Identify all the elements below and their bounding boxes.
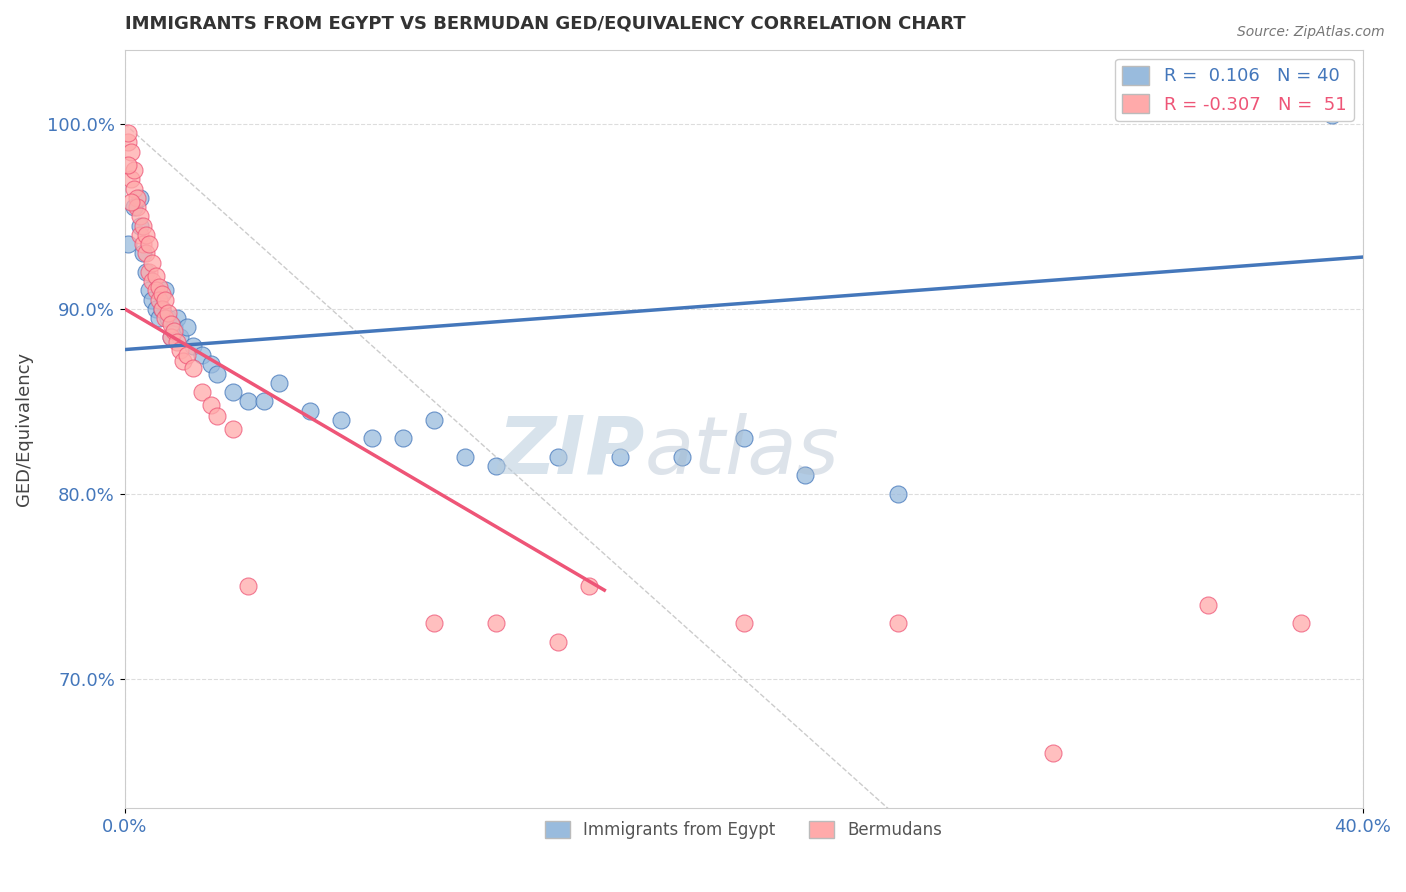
Point [160, 329, 183, 343]
Point [547, 635, 569, 649]
Point [163, 320, 186, 334]
Text: Source: ZipAtlas.com: Source: ZipAtlas.com [1237, 25, 1385, 39]
Point [163, 324, 186, 338]
Point [150, 287, 173, 301]
Point [138, 284, 160, 298]
Point [122, 181, 145, 195]
Y-axis label: GED/Equivalency: GED/Equivalency [15, 352, 32, 506]
Point [120, 145, 142, 159]
Point [454, 450, 477, 464]
Point [117, 136, 139, 150]
Point [1289, 616, 1312, 631]
Point [145, 268, 167, 283]
Legend: Immigrants from Egypt, Bermudans: Immigrants from Egypt, Bermudans [538, 814, 949, 846]
Point [392, 431, 415, 445]
Point [132, 237, 155, 252]
Point [733, 431, 755, 445]
Point [156, 305, 179, 319]
Point [172, 353, 194, 368]
Point [122, 163, 145, 178]
Text: IMMIGRANTS FROM EGYPT VS BERMUDAN GED/EQUIVALENCY CORRELATION CHART: IMMIGRANTS FROM EGYPT VS BERMUDAN GED/EQ… [125, 15, 966, 33]
Point [122, 200, 145, 214]
Point [609, 450, 631, 464]
Point [200, 357, 222, 371]
Point [547, 450, 569, 464]
Point [423, 413, 446, 427]
Point [141, 255, 163, 269]
Point [485, 459, 508, 474]
Point [423, 616, 446, 631]
Point [153, 293, 176, 307]
Point [733, 616, 755, 631]
Point [156, 311, 179, 326]
Point [1320, 107, 1343, 121]
Point [145, 284, 167, 298]
Point [125, 191, 148, 205]
Point [181, 339, 204, 353]
Point [1197, 598, 1219, 612]
Point [269, 376, 291, 390]
Point [141, 293, 163, 307]
Point [129, 219, 152, 233]
Point [794, 468, 817, 483]
Point [222, 422, 245, 436]
Point [125, 200, 148, 214]
Point [135, 246, 157, 260]
Point [299, 403, 322, 417]
Point [160, 317, 183, 331]
Point [117, 157, 139, 171]
Point [117, 126, 139, 140]
Point [578, 579, 600, 593]
Point [253, 394, 276, 409]
Point [200, 398, 222, 412]
Text: ZIP: ZIP [498, 413, 644, 491]
Point [207, 409, 229, 424]
Point [181, 361, 204, 376]
Point [129, 227, 152, 242]
Point [169, 329, 191, 343]
Point [135, 265, 157, 279]
Point [166, 311, 188, 326]
Point [141, 274, 163, 288]
Point [135, 227, 157, 242]
Point [191, 348, 214, 362]
Text: atlas: atlas [644, 413, 839, 491]
Point [191, 385, 214, 400]
Point [117, 237, 139, 252]
Point [132, 246, 155, 260]
Point [222, 385, 245, 400]
Point [361, 431, 384, 445]
Point [145, 301, 167, 316]
Point [887, 616, 910, 631]
Point [238, 394, 260, 409]
Point [132, 219, 155, 233]
Point [238, 579, 260, 593]
Point [169, 343, 191, 357]
Point [153, 284, 176, 298]
Point [330, 413, 353, 427]
Point [160, 329, 183, 343]
Point [138, 237, 160, 252]
Point [148, 293, 170, 307]
Point [120, 194, 142, 209]
Point [485, 616, 508, 631]
Point [120, 172, 142, 186]
Point [207, 367, 229, 381]
Point [176, 320, 198, 334]
Point [148, 311, 170, 326]
Point [153, 311, 176, 326]
Point [148, 279, 170, 293]
Point [129, 210, 152, 224]
Point [150, 301, 173, 316]
Point [887, 487, 910, 501]
Point [176, 348, 198, 362]
Point [1042, 746, 1064, 760]
Point [671, 450, 693, 464]
Point [166, 335, 188, 350]
Point [150, 301, 173, 316]
Point [129, 191, 152, 205]
Point [138, 265, 160, 279]
